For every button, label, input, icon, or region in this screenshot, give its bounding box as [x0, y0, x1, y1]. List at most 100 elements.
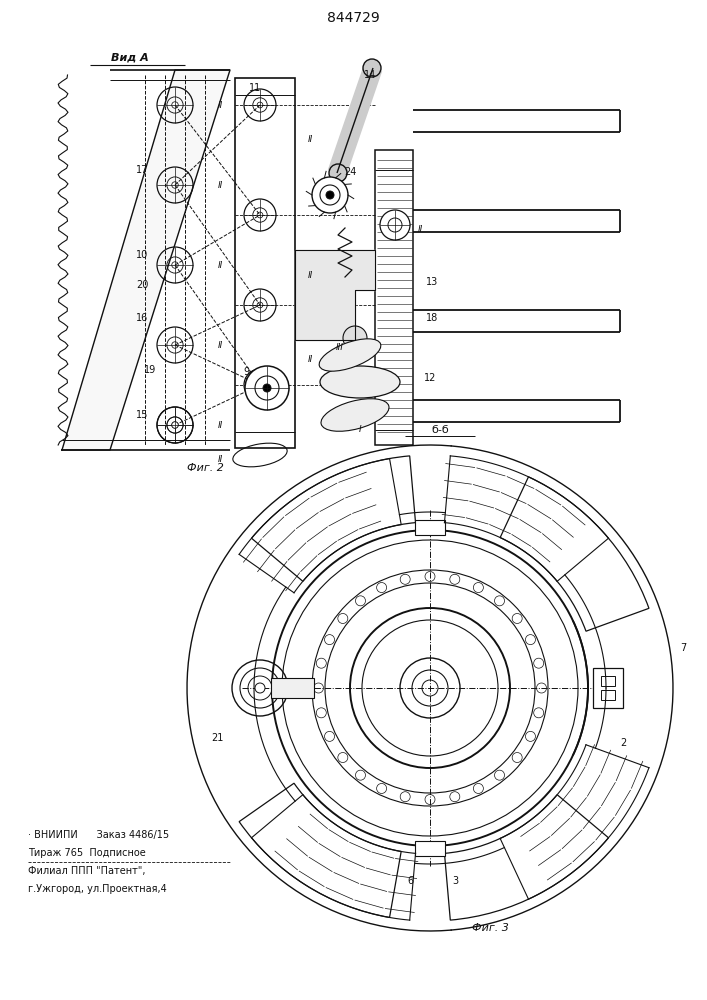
Text: 19: 19: [144, 365, 156, 375]
Circle shape: [525, 731, 535, 741]
Circle shape: [363, 59, 381, 77]
Circle shape: [380, 210, 410, 240]
Circle shape: [316, 708, 327, 718]
Circle shape: [377, 783, 387, 793]
Bar: [375, 150, 413, 445]
Circle shape: [400, 792, 410, 802]
Circle shape: [325, 731, 334, 741]
Circle shape: [316, 658, 327, 668]
Ellipse shape: [320, 366, 400, 398]
Circle shape: [338, 613, 348, 623]
Text: 844729: 844729: [327, 11, 380, 25]
Ellipse shape: [319, 339, 381, 371]
Circle shape: [257, 382, 263, 388]
Text: 17: 17: [136, 165, 148, 175]
Wedge shape: [252, 456, 416, 581]
Text: 14: 14: [364, 70, 376, 80]
Circle shape: [512, 613, 522, 623]
Circle shape: [172, 262, 178, 268]
Text: II: II: [217, 420, 223, 430]
Text: · ВНИИПИ      Заказ 4486/15: · ВНИИПИ Заказ 4486/15: [28, 830, 169, 840]
Text: 16: 16: [136, 313, 148, 323]
Text: б-б: б-б: [431, 425, 449, 435]
Circle shape: [474, 583, 484, 593]
Circle shape: [512, 753, 522, 763]
Circle shape: [257, 302, 263, 308]
Text: Тираж 765  Подписное: Тираж 765 Подписное: [28, 848, 146, 858]
Wedge shape: [239, 783, 401, 917]
Circle shape: [172, 342, 178, 348]
Circle shape: [356, 770, 366, 780]
Text: II: II: [217, 101, 223, 109]
Circle shape: [325, 635, 334, 645]
Circle shape: [425, 794, 435, 804]
Text: Филиал ППП "Патент",: Филиал ППП "Патент",: [28, 866, 146, 876]
Bar: [271, 678, 314, 698]
Bar: [415, 841, 445, 856]
Circle shape: [329, 164, 347, 182]
Circle shape: [320, 185, 340, 205]
Polygon shape: [295, 250, 375, 340]
Bar: [601, 690, 615, 700]
Circle shape: [400, 574, 410, 584]
Text: Фиг. 2: Фиг. 2: [187, 463, 223, 473]
Circle shape: [326, 191, 334, 199]
Text: II: II: [308, 356, 312, 364]
Circle shape: [494, 770, 505, 780]
Circle shape: [257, 212, 263, 218]
Bar: [593, 668, 623, 708]
Text: г.Ужгород, ул.Проектная,4: г.Ужгород, ул.Проектная,4: [28, 884, 167, 894]
Circle shape: [172, 102, 178, 108]
Text: 18: 18: [426, 313, 438, 323]
Circle shape: [257, 102, 263, 108]
Circle shape: [263, 384, 271, 392]
Text: II: II: [217, 340, 223, 350]
Text: 2: 2: [620, 738, 626, 748]
Text: 15: 15: [136, 410, 148, 420]
Text: 10: 10: [136, 250, 148, 260]
Circle shape: [312, 177, 348, 213]
Circle shape: [474, 783, 484, 793]
Bar: [415, 520, 445, 535]
Circle shape: [534, 708, 544, 718]
Circle shape: [313, 683, 324, 693]
Circle shape: [356, 596, 366, 606]
Text: II: II: [217, 180, 223, 190]
Circle shape: [450, 792, 460, 802]
Text: 6: 6: [407, 876, 413, 886]
Text: II: II: [217, 456, 223, 464]
Circle shape: [245, 366, 289, 410]
Text: III: III: [336, 344, 344, 353]
Text: 11: 11: [249, 83, 261, 93]
Text: II: II: [417, 226, 423, 234]
Wedge shape: [445, 795, 609, 920]
Circle shape: [377, 583, 387, 593]
Wedge shape: [500, 477, 649, 631]
Text: 9: 9: [243, 367, 249, 377]
Text: 24: 24: [344, 167, 356, 177]
Circle shape: [255, 376, 279, 400]
Circle shape: [172, 182, 178, 188]
Circle shape: [494, 596, 505, 606]
Bar: [601, 676, 615, 686]
Circle shape: [534, 658, 544, 668]
Bar: [235, 78, 295, 448]
Text: 7: 7: [680, 643, 686, 653]
Circle shape: [255, 683, 265, 693]
Circle shape: [537, 683, 547, 693]
Circle shape: [425, 572, 435, 582]
Text: Вид А: Вид А: [111, 53, 149, 63]
Circle shape: [172, 422, 178, 428]
Text: 12: 12: [423, 373, 436, 383]
Circle shape: [525, 635, 535, 645]
Text: I: I: [358, 426, 361, 434]
Ellipse shape: [321, 399, 389, 431]
Circle shape: [450, 574, 460, 584]
Text: II: II: [217, 260, 223, 269]
Text: 20: 20: [136, 280, 148, 290]
Circle shape: [172, 422, 178, 428]
Text: 3: 3: [452, 876, 458, 886]
Text: II: II: [308, 135, 312, 144]
Circle shape: [388, 218, 402, 232]
Circle shape: [343, 326, 367, 350]
